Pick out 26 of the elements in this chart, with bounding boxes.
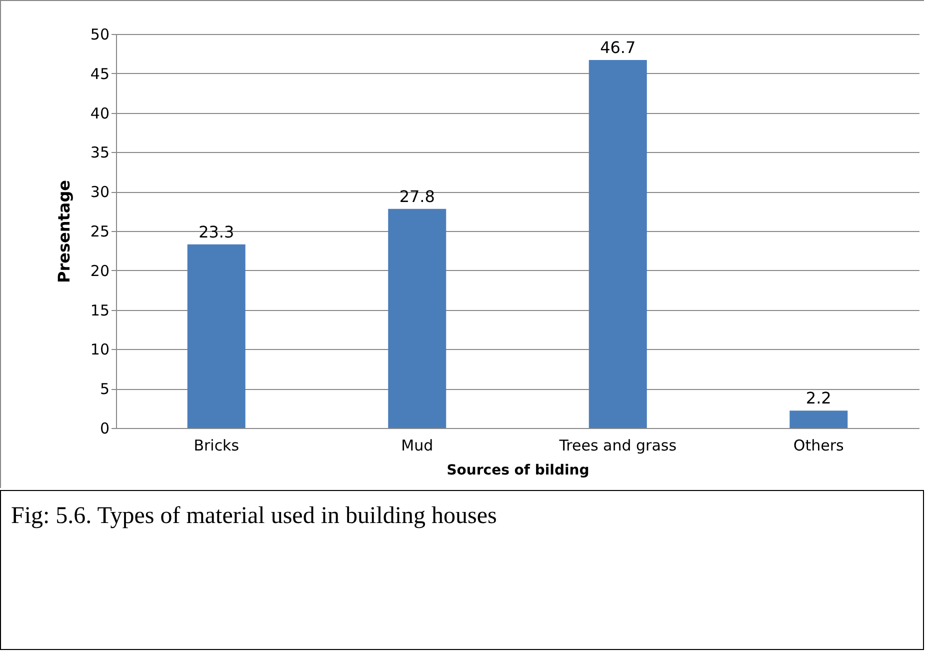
- x-tick-label: Bricks: [194, 436, 240, 454]
- text: Fig: 5.6. Types of material used in building houses: [0, 490, 924, 650]
- x-tick-label: Trees and grass: [558, 436, 677, 454]
- x-tick-label: Others: [793, 436, 844, 454]
- y-tick-label: 40: [90, 104, 110, 122]
- y-tick-label: 10: [90, 340, 110, 359]
- x-axis-title: Sources of bilding: [446, 462, 590, 478]
- data-label: 23.3: [198, 222, 234, 242]
- bar: [588, 60, 647, 428]
- y-tick-label: 15: [90, 301, 110, 320]
- y-tick-label: 30: [90, 183, 110, 202]
- y-axis-title: Presentage: [54, 180, 74, 283]
- bar: [388, 208, 446, 428]
- y-tick-label: 25: [90, 222, 110, 240]
- data-label: 2.2: [806, 388, 832, 408]
- y-tick-label: 50: [90, 26, 110, 44]
- y-tick-label: 35: [90, 144, 110, 162]
- data-label: 46.7: [600, 38, 636, 58]
- y-tick-label: 20: [90, 262, 110, 280]
- y-tick-label: 5: [100, 380, 110, 398]
- y-tick-label: 45: [90, 64, 110, 83]
- y-tick-label: 0: [100, 420, 110, 438]
- data-label: 27.8: [399, 186, 435, 206]
- bar: [790, 410, 848, 428]
- x-tick-label: Mud: [401, 436, 434, 454]
- bar: [187, 244, 246, 428]
